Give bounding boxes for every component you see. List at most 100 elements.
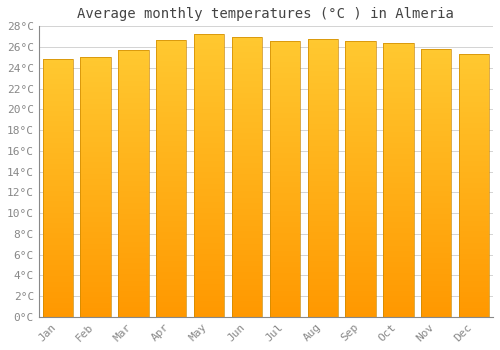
Bar [270, 199, 300, 201]
Bar [156, 138, 186, 140]
Bar [421, 130, 452, 131]
Bar [42, 206, 73, 208]
Bar [118, 193, 148, 194]
Bar [459, 111, 490, 112]
Bar [42, 84, 73, 85]
Bar [232, 280, 262, 282]
Bar [118, 297, 148, 298]
Bar [270, 277, 300, 278]
Bar [421, 108, 452, 109]
Bar [421, 263, 452, 265]
Bar [459, 310, 490, 312]
Bar [156, 182, 186, 184]
Bar [346, 315, 376, 317]
Bar [346, 132, 376, 133]
Bar [194, 228, 224, 229]
Bar [232, 170, 262, 171]
Bar [118, 124, 148, 125]
Bar [42, 267, 73, 268]
Bar [42, 107, 73, 108]
Bar [421, 116, 452, 117]
Bar [346, 188, 376, 190]
Bar [156, 230, 186, 231]
Bar [459, 260, 490, 262]
Bar [118, 114, 148, 116]
Bar [118, 78, 148, 79]
Bar [270, 115, 300, 117]
Bar [156, 173, 186, 174]
Bar [384, 75, 414, 76]
Bar [118, 284, 148, 285]
Bar [80, 139, 110, 140]
Bar [42, 113, 73, 115]
Bar [308, 68, 338, 69]
Bar [384, 52, 414, 54]
Bar [270, 88, 300, 89]
Bar [118, 218, 148, 219]
Bar [346, 289, 376, 290]
Bar [80, 280, 110, 282]
Bar [346, 57, 376, 59]
Bar [270, 45, 300, 46]
Bar [42, 241, 73, 242]
Bar [42, 274, 73, 276]
Bar [232, 61, 262, 62]
Bar [232, 138, 262, 139]
Bar [42, 285, 73, 286]
Bar [118, 73, 148, 74]
Bar [232, 44, 262, 45]
Bar [42, 183, 73, 184]
Bar [384, 285, 414, 287]
Bar [232, 87, 262, 89]
Bar [384, 61, 414, 62]
Bar [270, 308, 300, 310]
Bar [232, 76, 262, 77]
Bar [308, 148, 338, 150]
Bar [270, 290, 300, 292]
Bar [384, 264, 414, 265]
Bar [384, 266, 414, 267]
Bar [346, 233, 376, 234]
Bar [232, 314, 262, 315]
Bar [118, 79, 148, 81]
Bar [42, 222, 73, 223]
Bar [156, 149, 186, 150]
Bar [80, 155, 110, 156]
Bar [384, 204, 414, 206]
Bar [156, 192, 186, 194]
Bar [42, 196, 73, 197]
Bar [459, 162, 490, 163]
Bar [194, 212, 224, 214]
Bar [270, 273, 300, 274]
Bar [194, 215, 224, 216]
Bar [194, 233, 224, 235]
Bar [80, 152, 110, 153]
Bar [270, 266, 300, 267]
Bar [384, 201, 414, 202]
Bar [118, 191, 148, 193]
Bar [459, 140, 490, 141]
Bar [308, 85, 338, 86]
Bar [346, 182, 376, 183]
Bar [118, 238, 148, 239]
Bar [384, 59, 414, 61]
Bar [384, 50, 414, 51]
Bar [421, 310, 452, 312]
Bar [156, 59, 186, 61]
Bar [270, 315, 300, 317]
Bar [384, 315, 414, 317]
Bar [421, 240, 452, 242]
Bar [80, 164, 110, 165]
Bar [232, 257, 262, 258]
Bar [42, 300, 73, 301]
Bar [232, 42, 262, 44]
Bar [270, 236, 300, 237]
Bar [232, 152, 262, 153]
Bar [118, 198, 148, 200]
Bar [80, 99, 110, 100]
Bar [459, 225, 490, 226]
Bar [384, 248, 414, 250]
Bar [384, 174, 414, 176]
Bar [42, 66, 73, 67]
Bar [42, 269, 73, 271]
